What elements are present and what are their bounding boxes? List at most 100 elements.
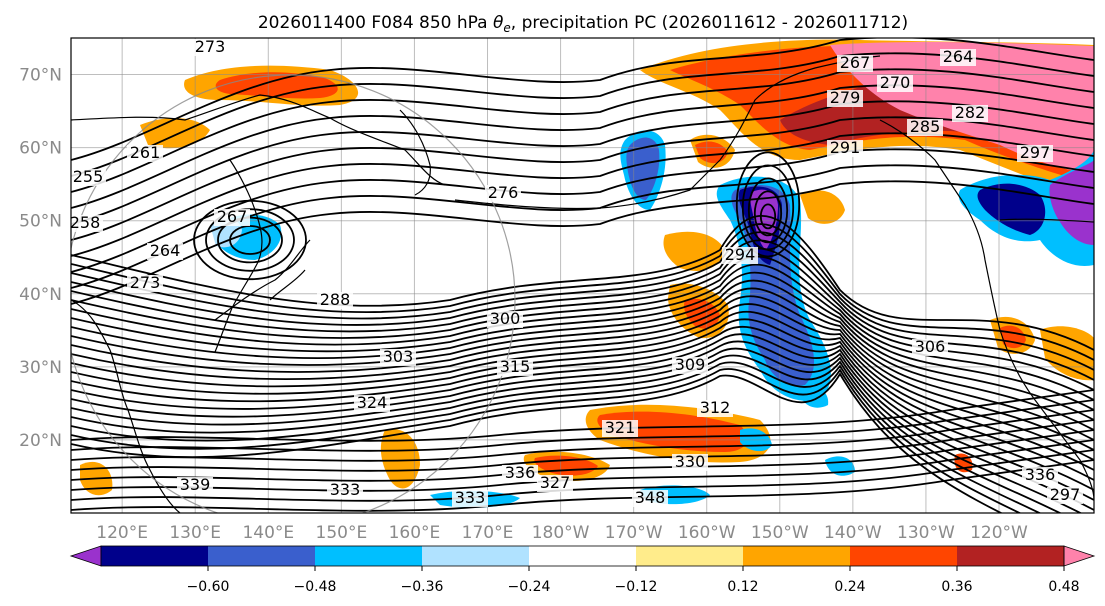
theta-e-contour-line — [71, 231, 1094, 371]
theta-e-contour-line — [71, 148, 1094, 273]
longitude-tick-label: 180°W — [532, 523, 590, 543]
longitude-tick-labels: 120°E 130°E 140°E 150°E 160°E 170°E 180°W 170°W… — [96, 523, 1028, 543]
contour-label: 348 — [635, 488, 666, 507]
contour-label: 276 — [488, 183, 519, 202]
contour-label-bg — [602, 420, 638, 437]
contour-label: 273 — [130, 273, 161, 292]
theta-e-contour-line — [71, 247, 1094, 391]
contour-label: 273 — [195, 37, 226, 56]
longitude-tick-label: 150°E — [316, 523, 368, 543]
contour-label: 303 — [383, 347, 414, 366]
contour-label: 261 — [130, 143, 161, 162]
map-frame — [70, 37, 1095, 514]
contour-label: 327 — [540, 473, 571, 492]
coast-nwamerica — [879, 119, 1094, 501]
theta-e-contour-line — [71, 368, 1022, 513]
theta-e-contour-line — [71, 255, 1094, 401]
contour-label-bg — [672, 454, 708, 471]
contour-label-bg — [354, 395, 390, 412]
contour-label-bg — [827, 140, 863, 157]
longitude-tick-label: 170°E — [462, 523, 514, 543]
colorbar-tick-label: 0.48 — [1048, 579, 1079, 595]
coast-kamchatka — [399, 109, 431, 196]
longitude-tick-label: 130°E — [169, 523, 221, 543]
theta-e-contour-line — [71, 439, 1094, 492]
theta-e-contour-line — [71, 84, 1094, 209]
latitude-tick-labels: 70°N 60°N 50°N 40°N 30°N 20°N — [19, 66, 62, 451]
contour-label: 297 — [1050, 485, 1081, 504]
contour-label: 279 — [830, 88, 861, 107]
contour-label: 336 — [505, 463, 536, 482]
colorbar-extend-max — [1063, 545, 1096, 567]
colorbar-tick-label: −0.48 — [294, 579, 337, 595]
contour-label-bg — [452, 490, 488, 507]
theta-e-contour-loop — [741, 164, 795, 251]
theta-e-contour-line — [71, 333, 1094, 501]
contour-label: 291 — [830, 138, 861, 157]
colorbar-segment — [957, 546, 1065, 566]
contour-label-bg — [912, 339, 948, 356]
contour-label-bg — [907, 119, 943, 136]
theta-e-contour-line — [71, 100, 1094, 225]
contour-label: 333 — [330, 480, 361, 499]
colorbar-tick-label: 0.12 — [727, 579, 758, 595]
contour-label-bg — [697, 400, 733, 417]
theta-e-contour-line — [71, 271, 1094, 421]
contour-label-bg — [632, 490, 668, 507]
latitude-tick-label: 60°N — [19, 139, 62, 159]
contour-label-bg — [177, 477, 213, 494]
colorbar-frame — [100, 545, 1065, 567]
contour-label: 333 — [455, 488, 486, 507]
contour-label: 312 — [700, 398, 731, 417]
contour-label: 330 — [675, 452, 706, 471]
contour-label: 285 — [910, 117, 941, 136]
colorbar-segment — [208, 546, 316, 566]
theta-e-contour-line — [71, 295, 1094, 451]
contour-label: 264 — [943, 47, 974, 66]
contour-label: 300 — [490, 309, 521, 328]
contour-label: 309 — [675, 355, 706, 374]
contour-label-bg — [537, 475, 573, 492]
contour-label: 294 — [725, 245, 756, 264]
contour-label-bg — [127, 145, 163, 162]
precip-negative-midpacific-blue — [626, 137, 660, 200]
precip-negative-nwamerica-navy — [977, 183, 1046, 235]
contour-label-bg — [317, 292, 353, 309]
coast-aleutians — [454, 159, 721, 210]
colorbar-tick-labels: −0.60 −0.48 −0.36 −0.24 −0.12 0.12 0.24 0.36 0.4… — [187, 566, 1080, 595]
colorbar-tick-label: −0.12 — [615, 579, 658, 595]
latitude-tick-label: 40°N — [19, 285, 62, 305]
contour-label: 267 — [217, 207, 248, 226]
theta-e-contour-line — [71, 116, 1094, 241]
contour-label-bg — [837, 55, 873, 72]
theta-e-contour-loop — [193, 199, 307, 281]
contour-label-bg — [497, 359, 533, 376]
colorbar-tick-label: −0.36 — [401, 579, 444, 595]
colorbar — [69, 545, 1096, 567]
contour-label: 258 — [70, 213, 101, 232]
contour-label: 321 — [605, 418, 636, 437]
latitude-tick-label: 50°N — [19, 212, 62, 232]
contour-label-bg — [722, 247, 758, 264]
latitude-tick-label: 20°N — [19, 431, 62, 451]
contour-label-bg — [672, 357, 708, 374]
contour-label: 270 — [880, 73, 911, 92]
theta-e-contour-line — [71, 239, 1094, 381]
contour-label-bg — [1022, 467, 1058, 484]
theta-e-contour-line — [71, 180, 1094, 305]
longitude-tick-label: 120°W — [970, 523, 1028, 543]
theta-e-contour-line — [71, 399, 1094, 452]
contour-labels: 273 267 264 270 279 285 282 297 291 261 255 258 264 2… — [70, 37, 1083, 507]
contour-label: 288 — [320, 290, 351, 309]
contour-label-bg — [1017, 145, 1053, 162]
precip-positive-kamchatka-orange — [140, 118, 210, 149]
figure-title: 2026011400 F084 850 hPa θe, precipitatio… — [258, 13, 908, 35]
theta-e-contour-loop — [747, 177, 789, 244]
latitude-tick-label: 30°N — [19, 358, 62, 378]
colorbar-segment — [636, 546, 744, 566]
contour-label-bg — [952, 105, 988, 122]
precip-negative-nwamerica-purple — [1049, 160, 1094, 245]
contour-label-bg — [127, 275, 163, 292]
contour-label: 267 — [840, 53, 871, 72]
